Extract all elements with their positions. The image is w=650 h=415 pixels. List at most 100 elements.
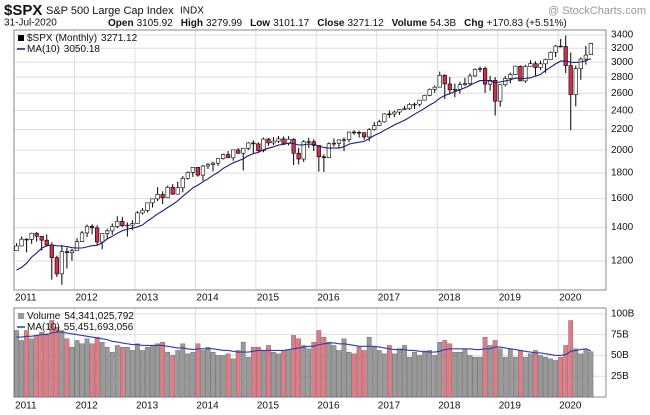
- volume-bar: [381, 353, 387, 398]
- volume-bar: [155, 343, 160, 398]
- x-tick-label: 2011: [15, 293, 37, 304]
- candle-body: [95, 227, 100, 243]
- volume-bar: [54, 326, 60, 398]
- volume-bar: [276, 353, 281, 398]
- y-tick-label: 1200: [611, 256, 634, 267]
- stat-label: High: [181, 18, 203, 29]
- candle-body: [175, 187, 180, 195]
- volume-bar: [150, 345, 155, 398]
- candle-body: [311, 141, 316, 146]
- candle-body: [326, 143, 331, 158]
- candle-body: [397, 109, 402, 113]
- volume-bar: [331, 345, 337, 398]
- candle-body: [89, 226, 95, 229]
- volume-bar: [447, 343, 453, 398]
- candle-body: [392, 111, 397, 115]
- candle-body: [548, 51, 553, 60]
- y-tick-label: 2400: [611, 105, 634, 116]
- legend-entry: MA(10) 3050.18: [27, 44, 100, 55]
- candle-body: [205, 164, 211, 167]
- volume-bar: [271, 351, 276, 398]
- candle-body: [382, 113, 387, 123]
- volume-bar: [256, 346, 261, 398]
- volume-bar: [94, 336, 100, 398]
- candle-body: [372, 125, 377, 130]
- candle-body: [583, 54, 588, 60]
- candle-body: [387, 113, 392, 116]
- candle-body: [130, 223, 135, 226]
- volume-bar: [84, 338, 90, 398]
- volume-bar: [326, 341, 332, 398]
- volume-bar: [457, 351, 463, 398]
- x-tick-label: 2016: [317, 293, 340, 304]
- candle-body: [276, 138, 281, 142]
- y-tick-label: 3400: [611, 30, 634, 41]
- volume-bar: [79, 343, 85, 398]
- stat-value: 3279.99: [206, 18, 243, 29]
- candle-body: [160, 194, 165, 199]
- ma-line: [16, 331, 592, 356]
- volume-bar: [472, 356, 478, 398]
- volume-bar: [573, 348, 579, 398]
- candle-body: [256, 143, 261, 152]
- volume-bar: [548, 358, 553, 398]
- candle-body: [306, 141, 311, 143]
- candle-body: [523, 66, 528, 82]
- x-tick-label: 2017: [378, 401, 401, 412]
- legend-name: $SPX (Monthly): [27, 33, 97, 44]
- candle-body: [59, 251, 64, 275]
- volume-bar: [291, 335, 296, 398]
- candle-body: [472, 69, 478, 77]
- candle-body: [432, 86, 437, 90]
- volume-bar: [316, 330, 322, 398]
- y-tick-label: 3000: [611, 57, 634, 68]
- candle-body: [533, 63, 538, 68]
- candle-body: [301, 141, 306, 160]
- stat-value: 54.3B: [430, 18, 456, 29]
- candle-body: [513, 65, 518, 75]
- legend-name: Volume: [27, 311, 61, 322]
- volume-bar: [200, 350, 206, 398]
- volume-bar: [336, 350, 342, 398]
- volume-bar: [185, 353, 191, 398]
- candle-body: [508, 74, 513, 79]
- candle-body: [150, 198, 155, 204]
- chart-title: $SPX: [4, 2, 42, 19]
- candle-body: [19, 238, 24, 247]
- volume-bar: [507, 348, 513, 398]
- candle-body: [402, 108, 407, 110]
- candle-body: [236, 149, 241, 154]
- candle-body: [165, 186, 170, 199]
- volume-bar: [261, 350, 266, 398]
- volume-bar: [306, 348, 312, 398]
- watermark: @ StockCharts.com: [548, 5, 646, 17]
- candle-body: [110, 226, 115, 232]
- volume-bar: [104, 346, 110, 398]
- candle-body: [447, 83, 452, 91]
- candle-body: [452, 88, 457, 91]
- volume-bar: [180, 343, 186, 398]
- volume-bar: [502, 356, 508, 398]
- volume-bar: [170, 355, 176, 398]
- candle-body: [49, 244, 54, 258]
- volume-bar: [34, 335, 40, 398]
- candle-body: [79, 232, 85, 242]
- volume-bar: [533, 350, 538, 398]
- volume-bar: [512, 356, 518, 398]
- volume-bar: [135, 343, 140, 398]
- stats: Open 3105.92 High 3279.99 Low 3101.17 Close 327…: [108, 18, 567, 29]
- candle-body: [437, 75, 442, 88]
- candle-body: [457, 84, 462, 90]
- x-tick-label: 2014: [196, 293, 219, 304]
- x-tick-label: 2012: [75, 401, 98, 412]
- volume-bar: [402, 345, 407, 398]
- stat-value: 3105.92: [137, 18, 174, 29]
- legend-entry: Volume 54,341,025,792: [27, 311, 134, 322]
- volume-bar: [286, 350, 291, 398]
- candle-body: [477, 68, 483, 70]
- candle-body: [266, 138, 271, 144]
- candle-body: [84, 226, 90, 234]
- x-tick-label: 2013: [136, 293, 159, 304]
- volume-bar: [588, 351, 594, 398]
- candle-body: [140, 210, 145, 214]
